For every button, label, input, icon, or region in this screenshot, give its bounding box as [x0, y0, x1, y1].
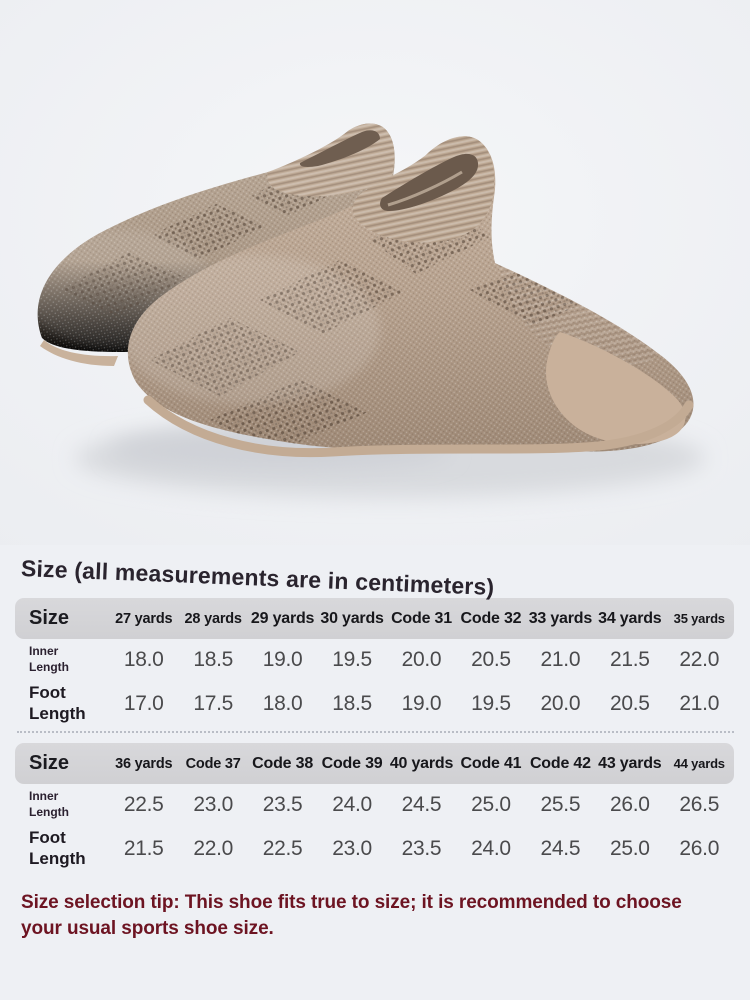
foot-length-value: 22.0 [193, 836, 233, 860]
foot-length-value: 24.5 [540, 836, 581, 860]
column-header: 40 yards [389, 754, 454, 772]
front-shoe-sole [143, 395, 694, 458]
back-shoe-sole [40, 340, 118, 366]
size-table-small-header: Size 27 yards 28 yards 29 yards 30 yards… [15, 598, 734, 639]
foot-length-value: 25.0 [609, 836, 650, 860]
column-header: Code 32 [460, 609, 522, 627]
foot-length-value: 20.0 [540, 691, 581, 715]
inner-length-value: 21.0 [540, 647, 581, 671]
table-divider [17, 731, 734, 733]
row-label-foot-length: Foot Length [29, 828, 86, 868]
size-chart-section: Size (all measurements are in centimeter… [0, 555, 750, 941]
column-header: 36 yards [115, 755, 173, 772]
inner-length-value: 24.5 [401, 792, 442, 816]
column-header: Code 31 [391, 609, 452, 627]
inner-length-value: 22.0 [679, 647, 720, 671]
foot-length-value: 21.5 [123, 836, 164, 860]
inner-length-value: 20.0 [401, 647, 442, 671]
inner-length-value: 24.0 [332, 792, 372, 816]
column-header: 27 yards [115, 610, 173, 627]
inner-length-value: 26.0 [609, 792, 650, 816]
column-header: Code 42 [529, 754, 591, 772]
size-table-large: Size 36 yards Code 37 Code 38 Code 39 40… [15, 743, 734, 872]
column-header: Code 38 [252, 754, 314, 772]
foot-length-value: 17.5 [193, 691, 233, 715]
foot-length-value: 20.5 [609, 691, 650, 715]
column-header: Code 37 [185, 755, 241, 772]
inner-length-row: Inner Length 18.0 18.5 19.0 19.5 20.0 20… [15, 639, 734, 680]
column-header: 43 yards [598, 754, 662, 772]
inner-length-value: 26.5 [679, 792, 720, 816]
inner-length-value: 23.0 [193, 792, 233, 816]
inner-length-row: Inner Length 22.5 23.0 23.5 24.0 24.5 25… [15, 784, 734, 825]
foot-length-value: 21.0 [679, 691, 720, 715]
inner-length-value: 20.5 [471, 647, 511, 671]
foot-length-value: 23.0 [332, 836, 372, 860]
inner-length-value: 18.5 [193, 647, 233, 671]
column-header: 33 yards [528, 609, 593, 627]
foot-length-value: 18.0 [262, 691, 303, 715]
column-header: 30 yards [320, 609, 384, 627]
foot-length-value: 17.0 [123, 691, 164, 715]
column-header: 44 yards [673, 756, 725, 771]
size-table-large-header: Size 36 yards Code 37 Code 38 Code 39 40… [15, 743, 734, 784]
front-shoe-opening [380, 153, 479, 211]
row-label-inner-length: Inner Length [29, 643, 69, 674]
inner-length-value: 23.5 [262, 792, 303, 816]
inner-length-value: 25.5 [540, 792, 581, 816]
foot-length-value: 24.0 [471, 836, 511, 860]
header-size-label: Size [29, 607, 70, 629]
size-table-small: Size 27 yards 28 yards 29 yards 30 yards… [15, 598, 734, 727]
column-header: 35 yards [673, 611, 725, 626]
foot-length-row: Foot Length 21.5 22.0 22.5 23.0 23.5 24.… [15, 825, 734, 872]
row-label-inner-length: Inner Length [29, 788, 69, 819]
header-size-label: Size [29, 752, 70, 774]
inner-length-value: 18.0 [123, 647, 164, 671]
column-header: Code 39 [321, 754, 383, 772]
foot-length-value: 18.5 [332, 691, 372, 715]
inner-length-value: 21.5 [609, 647, 650, 671]
foot-length-value: 19.0 [401, 691, 442, 715]
product-photo [0, 0, 750, 545]
front-shoe-heel-suede [546, 332, 686, 445]
foot-length-row: Foot Length 17.0 17.5 18.0 18.5 19.0 19.… [15, 680, 734, 727]
inner-length-value: 25.0 [471, 792, 511, 816]
foot-length-value: 23.5 [401, 836, 442, 860]
inner-length-value: 19.0 [262, 647, 303, 671]
size-selection-tip: Size selection tip: This shoe fits true … [21, 892, 682, 939]
column-header: 29 yards [250, 609, 315, 627]
column-header: Code 41 [460, 754, 522, 772]
row-label-foot-length: Foot Length [29, 683, 86, 723]
foot-length-value: 26.0 [679, 836, 720, 860]
back-shoe-opening [299, 130, 380, 167]
foot-length-value: 22.5 [262, 836, 303, 860]
column-header: 34 yards [598, 609, 662, 627]
foot-length-value: 19.5 [471, 691, 511, 715]
inner-length-value: 22.5 [123, 792, 164, 816]
column-header: 28 yards [184, 610, 242, 627]
inner-length-value: 19.5 [332, 647, 372, 671]
